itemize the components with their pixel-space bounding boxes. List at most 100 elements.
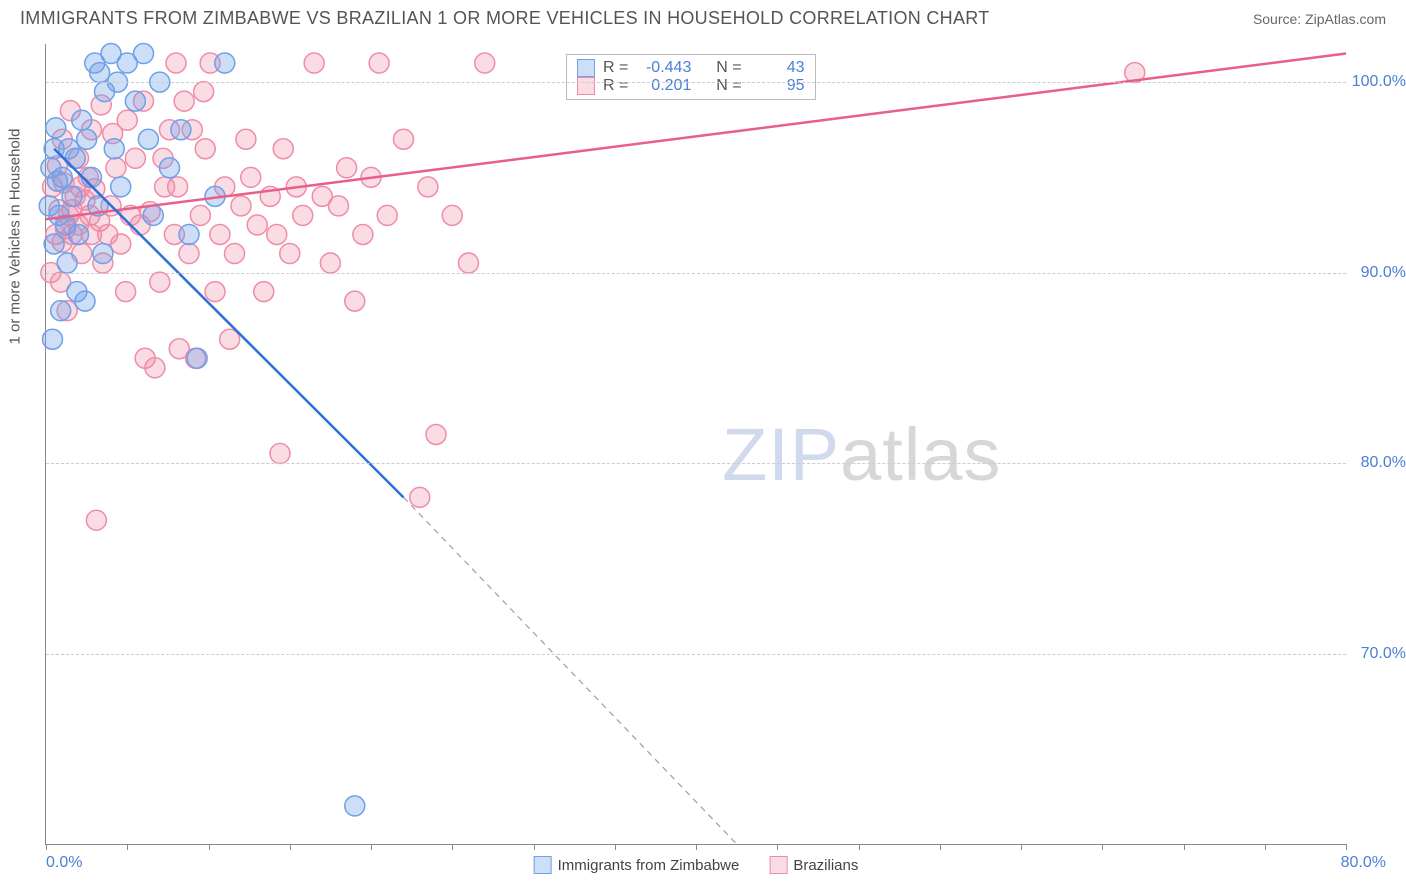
- scatter-point-brazilians: [345, 291, 365, 311]
- scatter-point-brazilians: [459, 253, 479, 273]
- scatter-point-brazilians: [225, 244, 245, 264]
- trendline-zimbabwe-dash: [404, 497, 737, 844]
- gridline-h: [46, 273, 1346, 274]
- r-value-2: 0.201: [636, 77, 691, 95]
- scatter-point-zimbabwe: [160, 158, 180, 178]
- gridline-h: [46, 82, 1346, 83]
- scatter-point-zimbabwe: [93, 244, 113, 264]
- x-tick: [209, 844, 210, 850]
- scatter-point-zimbabwe: [39, 196, 59, 216]
- scatter-point-brazilians: [125, 148, 145, 168]
- n-label-2: N =: [716, 77, 741, 95]
- scatter-point-brazilians: [168, 177, 188, 197]
- x-tick: [1184, 844, 1185, 850]
- y-axis-title: 1 or more Vehicles in Household: [7, 129, 24, 345]
- x-tick: [127, 844, 128, 850]
- series1-label: Immigrants from Zimbabwe: [558, 857, 740, 874]
- chart-title: IMMIGRANTS FROM ZIMBABWE VS BRAZILIAN 1 …: [20, 8, 990, 29]
- n-label: N =: [716, 59, 741, 77]
- scatter-point-brazilians: [247, 215, 267, 235]
- n-value-1: 43: [750, 59, 805, 77]
- y-tick-label: 90.0%: [1351, 264, 1406, 282]
- scatter-point-brazilians: [320, 253, 340, 273]
- legend-row-1: R = -0.443 N = 43: [577, 59, 805, 77]
- n-value-2: 95: [750, 77, 805, 95]
- scatter-point-brazilians: [111, 234, 131, 254]
- scatter-point-brazilians: [210, 224, 230, 244]
- r-label-2: R =: [603, 77, 628, 95]
- scatter-point-brazilians: [280, 244, 300, 264]
- scatter-point-zimbabwe: [44, 234, 64, 254]
- x-axis-min-label: 0.0%: [46, 854, 82, 872]
- scatter-point-zimbabwe: [52, 167, 72, 187]
- scatter-point-brazilians: [377, 205, 397, 225]
- x-tick: [777, 844, 778, 850]
- scatter-point-brazilians: [273, 139, 293, 159]
- legend-swatch-blue: [577, 59, 595, 77]
- plot-svg: [46, 44, 1346, 844]
- x-tick: [1021, 844, 1022, 850]
- r-label: R =: [603, 59, 628, 77]
- y-tick-label: 100.0%: [1351, 73, 1406, 91]
- scatter-point-brazilians: [150, 272, 170, 292]
- x-tick: [534, 844, 535, 850]
- scatter-point-zimbabwe: [138, 129, 158, 149]
- scatter-point-brazilians: [236, 129, 256, 149]
- scatter-point-zimbabwe: [143, 205, 163, 225]
- scatter-point-zimbabwe: [134, 44, 154, 64]
- scatter-point-zimbabwe: [57, 253, 77, 273]
- scatter-point-brazilians: [231, 196, 251, 216]
- legend-row-2: R = 0.201 N = 95: [577, 77, 805, 95]
- scatter-point-zimbabwe: [69, 224, 89, 244]
- scatter-point-zimbabwe: [125, 91, 145, 111]
- series2-label: Brazilians: [793, 857, 858, 874]
- scatter-point-zimbabwe: [62, 186, 82, 206]
- scatter-point-brazilians: [194, 82, 214, 102]
- scatter-point-brazilians: [117, 110, 137, 130]
- scatter-point-brazilians: [166, 53, 186, 73]
- scatter-point-zimbabwe: [215, 53, 235, 73]
- source-attribution: Source: ZipAtlas.com: [1253, 11, 1386, 27]
- scatter-point-brazilians: [254, 282, 274, 302]
- x-tick: [290, 844, 291, 850]
- scatter-point-brazilians: [106, 158, 126, 178]
- scatter-point-brazilians: [205, 282, 225, 302]
- r-value-1: -0.443: [636, 59, 691, 77]
- scatter-point-brazilians: [426, 424, 446, 444]
- source-label: Source:: [1253, 11, 1305, 27]
- scatter-point-zimbabwe: [187, 348, 207, 368]
- x-tick: [452, 844, 453, 850]
- scatter-point-zimbabwe: [90, 63, 110, 83]
- scatter-point-zimbabwe: [111, 177, 131, 197]
- scatter-point-zimbabwe: [46, 118, 66, 138]
- plot-area: ZIPatlas R = -0.443 N = 43 R = 0.201 N =…: [45, 44, 1346, 845]
- gridline-h: [46, 463, 1346, 464]
- x-tick: [615, 844, 616, 850]
- scatter-point-brazilians: [190, 205, 210, 225]
- x-tick: [1265, 844, 1266, 850]
- scatter-point-brazilians: [337, 158, 357, 178]
- gridline-h: [46, 654, 1346, 655]
- legend-swatch-pink: [577, 77, 595, 95]
- x-tick: [1346, 844, 1347, 850]
- x-axis-max-label: 80.0%: [1341, 854, 1386, 872]
- scatter-point-brazilians: [241, 167, 261, 187]
- scatter-point-brazilians: [270, 444, 290, 464]
- scatter-point-brazilians: [353, 224, 373, 244]
- scatter-point-zimbabwe: [72, 110, 92, 130]
- scatter-point-zimbabwe: [51, 301, 71, 321]
- chart-container: 1 or more Vehicles in Household ZIPatlas…: [45, 44, 1385, 844]
- legend-item-1: Immigrants from Zimbabwe: [534, 856, 740, 874]
- x-tick: [1102, 844, 1103, 850]
- scatter-point-brazilians: [442, 205, 462, 225]
- x-tick: [371, 844, 372, 850]
- legend-swatch-pink-2: [769, 856, 787, 874]
- trendline-zimbabwe: [54, 149, 403, 498]
- x-tick: [940, 844, 941, 850]
- scatter-point-zimbabwe: [77, 129, 97, 149]
- scatter-point-brazilians: [293, 205, 313, 225]
- scatter-point-brazilians: [394, 129, 414, 149]
- scatter-point-zimbabwe: [65, 148, 85, 168]
- correlation-legend-box: R = -0.443 N = 43 R = 0.201 N = 95: [566, 54, 816, 100]
- scatter-point-zimbabwe: [179, 224, 199, 244]
